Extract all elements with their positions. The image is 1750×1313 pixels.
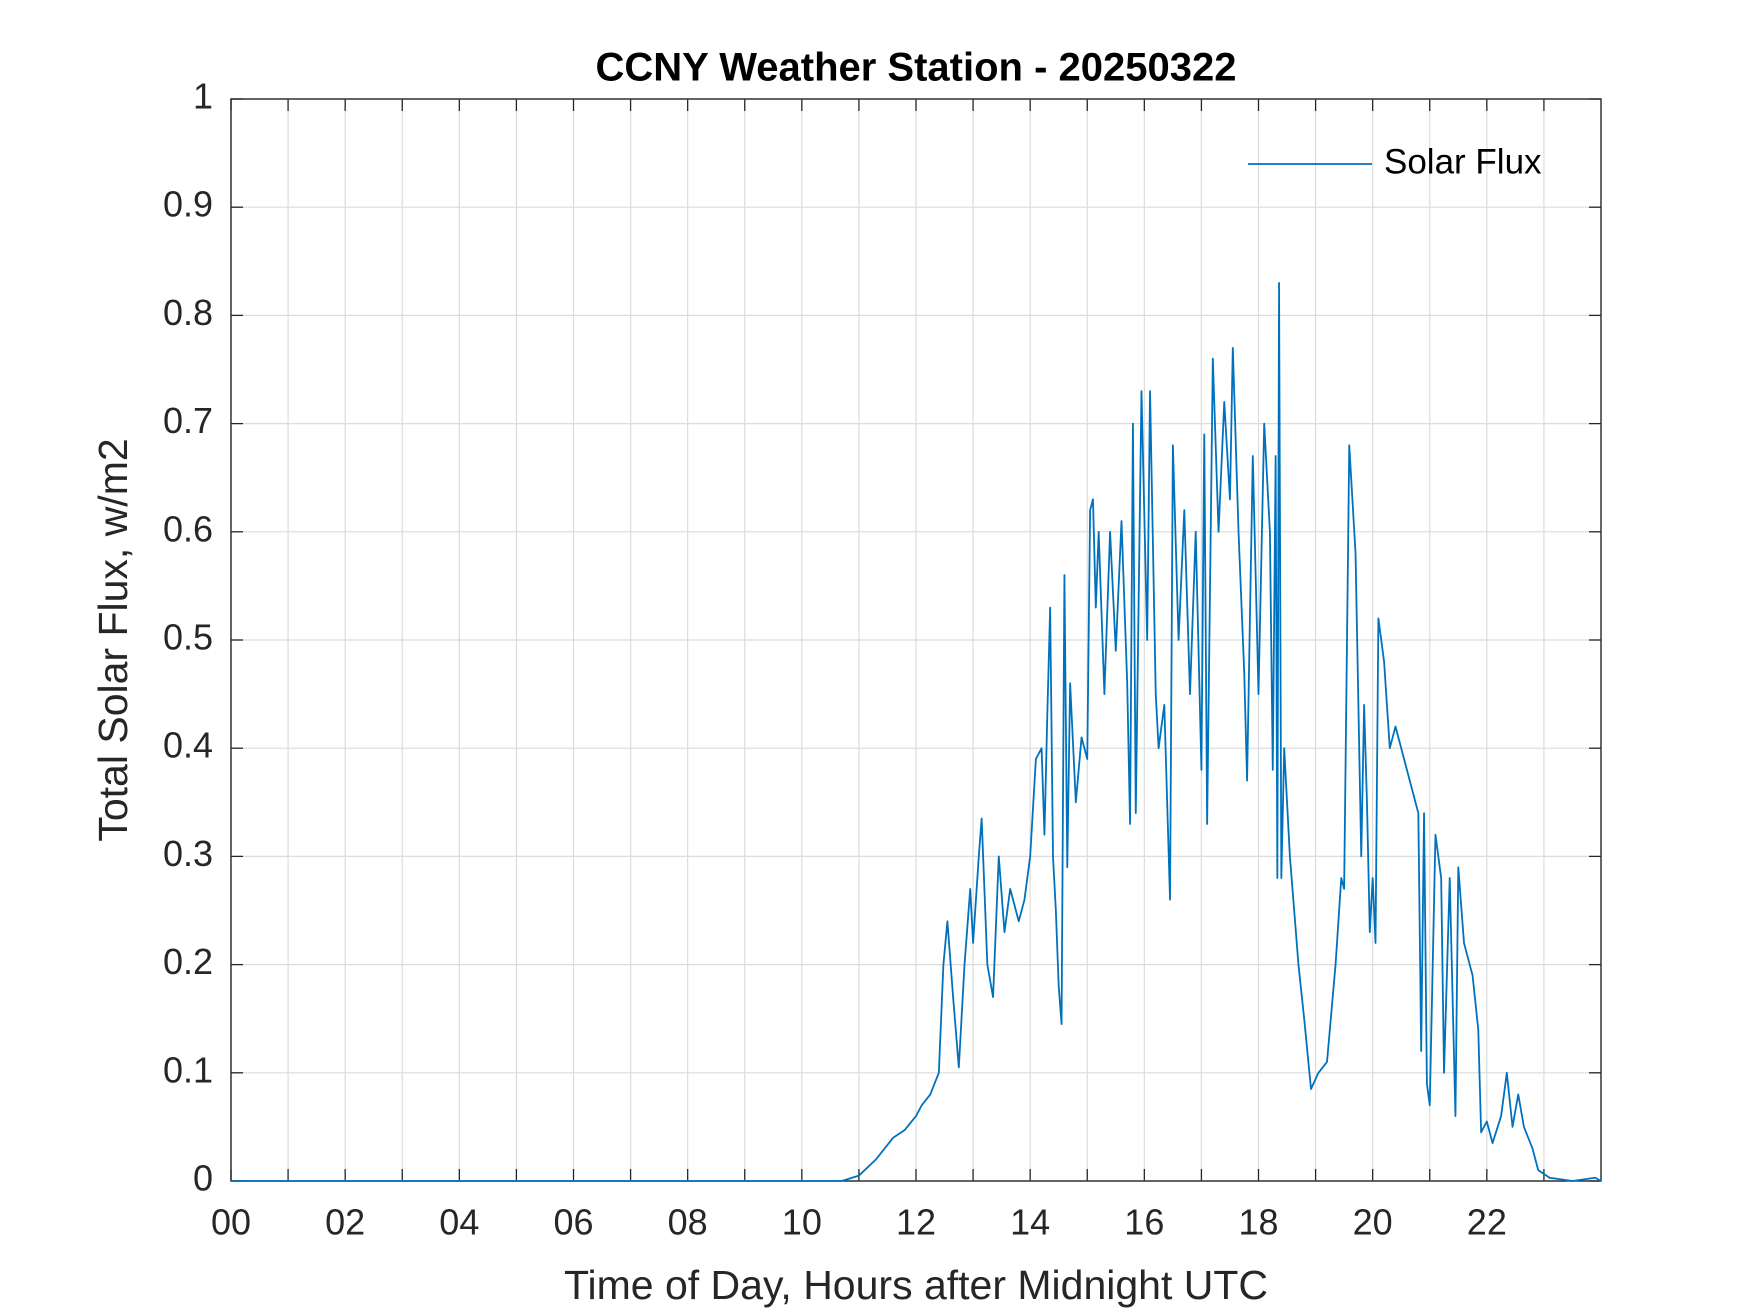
y-tick-label: 0.6 — [163, 508, 213, 549]
y-tick-label: 0.3 — [163, 833, 213, 874]
x-tick-label: 20 — [1353, 1202, 1393, 1243]
x-tick-label: 00 — [211, 1202, 251, 1243]
x-tick-label: 22 — [1467, 1202, 1507, 1243]
x-tick-label: 14 — [1010, 1202, 1050, 1243]
data-line — [231, 282, 1602, 1182]
x-tick-label: 12 — [896, 1202, 936, 1243]
x-tick-label: 10 — [782, 1202, 822, 1243]
x-tick-label: 02 — [325, 1202, 365, 1243]
y-tick-label: 0.4 — [163, 725, 213, 766]
y-tick-label: 0.9 — [163, 184, 213, 225]
y-tick-label: 0 — [193, 1158, 213, 1199]
x-tick-label: 06 — [553, 1202, 593, 1243]
y-tick-label: 0.8 — [163, 292, 213, 333]
x-tick-label: 16 — [1124, 1202, 1164, 1243]
legend-label: Solar Flux — [1384, 142, 1542, 181]
y-tick-label: 0.1 — [163, 1049, 213, 1090]
y-tick-label: 1 — [193, 76, 213, 117]
x-axis-label: Time of Day, Hours after Midnight UTC — [564, 1262, 1268, 1308]
x-tick-label: 18 — [1238, 1202, 1278, 1243]
y-tick-label: 0.2 — [163, 941, 213, 982]
y-tick-label: 0.5 — [163, 617, 213, 658]
y-axis-label: Total Solar Flux, w/m2 — [90, 438, 136, 841]
plot-frame — [230, 98, 1602, 1182]
y-tick-label: 0.7 — [163, 400, 213, 441]
x-tick-label: 08 — [668, 1202, 708, 1243]
x-tick-label: 04 — [439, 1202, 479, 1243]
chart-title: CCNY Weather Station - 20250322 — [596, 46, 1237, 90]
